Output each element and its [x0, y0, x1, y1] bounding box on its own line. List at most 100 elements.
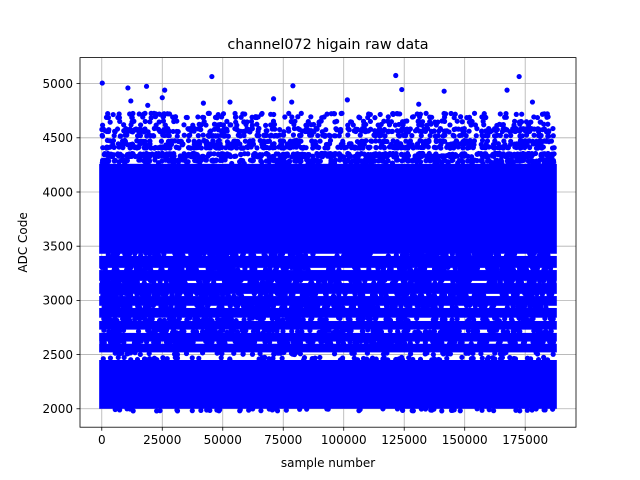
data-point — [271, 141, 277, 147]
data-point — [143, 339, 150, 345]
data-point — [228, 316, 235, 322]
data-points — [99, 72, 557, 414]
data-point — [517, 137, 524, 144]
data-point — [284, 315, 290, 321]
data-point — [299, 292, 305, 298]
data-point — [209, 329, 216, 335]
data-point — [368, 357, 375, 363]
data-point — [396, 340, 403, 346]
data-point — [471, 110, 478, 116]
data-point — [502, 316, 508, 322]
data-point — [345, 150, 351, 157]
data-point — [105, 144, 111, 151]
data-point — [248, 252, 254, 258]
data-point — [233, 318, 239, 324]
data-point — [194, 291, 200, 297]
data-point — [441, 110, 447, 117]
data-point — [292, 279, 298, 286]
data-point — [115, 340, 121, 346]
data-point — [219, 351, 225, 357]
data-point — [534, 114, 541, 121]
data-point — [305, 119, 311, 125]
data-point — [541, 267, 547, 273]
data-point — [211, 292, 217, 298]
data-point — [148, 115, 154, 121]
data-point — [195, 304, 201, 310]
data-point — [176, 339, 182, 345]
data-point — [306, 152, 312, 158]
data-point — [169, 315, 175, 322]
data-point — [468, 341, 474, 347]
data-point — [531, 328, 537, 334]
data-point — [549, 145, 556, 151]
data-point — [220, 251, 226, 257]
data-point — [355, 266, 361, 273]
data-point — [177, 279, 183, 285]
data-point — [511, 251, 518, 257]
data-point — [418, 406, 424, 412]
data-point — [262, 339, 268, 345]
data-point — [323, 339, 330, 345]
data-point — [215, 111, 221, 118]
data-point — [414, 251, 420, 257]
data-point — [191, 251, 197, 258]
data-point — [489, 305, 495, 311]
data-point — [400, 266, 406, 272]
data-point — [133, 340, 140, 346]
data-point — [324, 111, 330, 117]
data-point — [483, 151, 489, 157]
data-point — [163, 142, 169, 148]
data-point — [191, 138, 197, 144]
data-point — [415, 118, 422, 124]
data-point — [465, 158, 471, 164]
data-point — [327, 137, 334, 144]
data-point — [103, 305, 110, 311]
data-point — [395, 132, 401, 138]
data-point — [319, 328, 325, 334]
data-point — [242, 138, 248, 144]
data-point — [452, 152, 459, 158]
data-point — [346, 141, 353, 147]
data-point — [433, 137, 439, 144]
data-point — [210, 265, 216, 271]
data-point — [147, 251, 153, 257]
data-point — [444, 351, 451, 357]
data-point — [414, 338, 420, 345]
data-point — [388, 340, 394, 346]
x-tick-label: 0 — [98, 433, 106, 447]
outlier-point — [416, 101, 422, 107]
data-point — [202, 278, 208, 284]
data-point — [134, 356, 141, 363]
data-point — [336, 267, 342, 273]
data-point — [162, 122, 168, 128]
data-point — [531, 251, 537, 257]
data-point — [263, 304, 269, 310]
data-point — [446, 151, 452, 158]
data-point — [509, 318, 515, 324]
data-point — [237, 407, 243, 413]
data-point — [189, 408, 195, 414]
data-point — [352, 340, 358, 346]
data-point — [519, 111, 525, 117]
data-point — [460, 252, 466, 258]
data-point — [136, 111, 142, 117]
data-point — [187, 126, 193, 132]
data-point — [346, 328, 352, 335]
data-point — [438, 304, 444, 310]
data-point — [551, 279, 557, 285]
data-point — [107, 339, 114, 345]
data-point — [331, 351, 338, 357]
data-point — [456, 278, 462, 284]
data-point — [240, 303, 247, 309]
data-point — [522, 266, 528, 273]
outlier-point — [200, 100, 206, 106]
data-point — [156, 339, 162, 345]
data-point — [367, 126, 374, 132]
data-point — [257, 350, 263, 357]
data-point — [375, 304, 381, 310]
data-point — [233, 119, 239, 125]
data-point — [201, 137, 207, 144]
data-point — [533, 406, 539, 412]
data-point — [463, 350, 469, 356]
